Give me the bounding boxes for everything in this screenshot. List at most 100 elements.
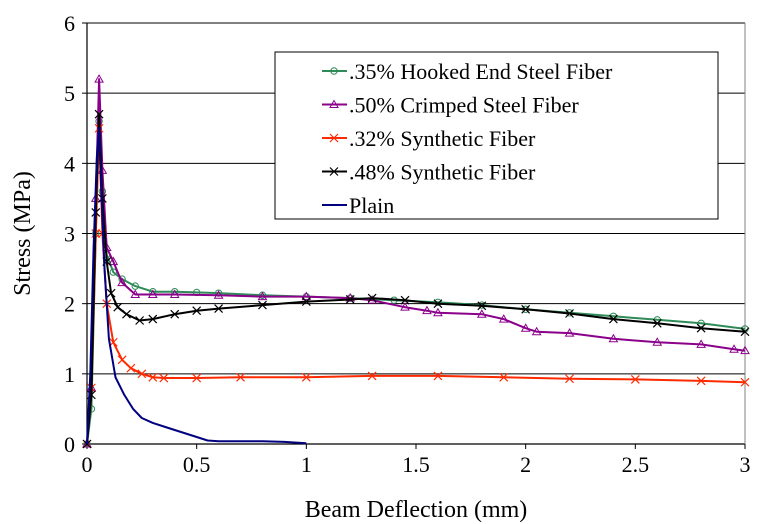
data-point	[434, 298, 442, 306]
legend-label: .48% Synthetic Fiber	[349, 160, 536, 185]
data-point	[740, 327, 750, 337]
legend: .35% Hooked End Steel Fiber .50% Crimped …	[274, 51, 719, 220]
x-axis-title: Beam Deflection (mm)	[305, 497, 528, 523]
data-point	[214, 289, 223, 297]
data-point	[94, 109, 104, 119]
x-tick-label: 2.5	[622, 452, 650, 477]
legend-label: Plain	[349, 193, 394, 218]
data-point	[498, 314, 509, 323]
y-tick-label: 4	[64, 151, 75, 176]
data-point	[740, 345, 750, 355]
x-tick-label: 0	[82, 452, 93, 477]
data-point	[367, 371, 377, 381]
data-point	[477, 301, 487, 311]
axes: 0 1 2 3 4 5 6 0 0.5 1 1.5 2 2.5 3	[64, 11, 751, 477]
y-tick-label: 6	[64, 11, 75, 36]
data-point	[106, 288, 116, 298]
y-tick-label: 5	[64, 81, 75, 106]
data-point	[696, 339, 706, 348]
data-point	[521, 304, 531, 314]
data-point	[400, 295, 410, 305]
legend-box	[274, 51, 719, 220]
data-point	[258, 300, 267, 310]
data-point	[148, 372, 158, 382]
data-point	[131, 282, 139, 290]
data-point	[135, 316, 145, 325]
data-point	[531, 326, 542, 336]
x-tick-label: 2	[520, 452, 531, 477]
series-line	[86, 127, 307, 445]
series-4	[86, 127, 307, 445]
data-point	[301, 291, 312, 301]
data-point	[652, 337, 663, 346]
data-point	[565, 374, 574, 384]
data-point	[148, 314, 158, 324]
data-point	[213, 290, 224, 299]
x-tick-label: 0.5	[183, 452, 211, 477]
series-line	[86, 78, 746, 445]
data-point	[137, 369, 147, 379]
data-point	[147, 289, 158, 299]
data-point	[696, 376, 706, 386]
x-tick-label: 1	[301, 452, 312, 477]
legend-entry: .50% Crimped Steel Fiber	[322, 93, 579, 118]
series-group	[82, 74, 750, 449]
data-point	[696, 323, 706, 333]
data-point	[476, 309, 487, 318]
y-tick-label: 0	[64, 432, 75, 457]
data-point	[170, 309, 180, 319]
data-point	[697, 319, 705, 328]
y-tick-label: 1	[64, 362, 75, 387]
legend-entry: .32% Synthetic Fiber	[322, 126, 536, 151]
data-point	[301, 297, 311, 306]
data-point	[400, 302, 410, 311]
data-point	[257, 291, 268, 301]
data-point	[159, 373, 169, 383]
data-point	[652, 318, 662, 328]
legend-label: .35% Hooked End Steel Fiber	[349, 59, 613, 84]
data-point	[608, 314, 618, 324]
data-point	[329, 167, 339, 176]
data-point	[433, 299, 443, 309]
y-axis-title: Stress (MPa)	[10, 171, 36, 296]
data-point	[433, 371, 443, 381]
series-3	[82, 109, 750, 449]
data-point	[330, 67, 338, 75]
data-point	[113, 302, 123, 312]
data-point	[192, 306, 202, 316]
data-point	[499, 372, 509, 382]
data-point	[192, 373, 202, 383]
data-point	[130, 289, 141, 299]
data-point	[422, 305, 432, 315]
data-point	[126, 363, 136, 373]
x-tick-label: 3	[740, 452, 751, 477]
data-point	[367, 293, 377, 303]
data-point	[169, 289, 180, 299]
data-point	[301, 372, 311, 382]
legend-entry: .35% Hooked End Steel Fiber	[322, 59, 613, 84]
data-point	[608, 333, 619, 343]
data-point	[565, 309, 574, 318]
data-point	[740, 377, 750, 387]
data-point	[109, 268, 118, 276]
y-tick-label: 2	[64, 292, 75, 317]
x-tick-label: 1.5	[402, 452, 430, 477]
data-point	[82, 438, 92, 448]
data-point	[329, 133, 339, 143]
legend-entry: .48% Synthetic Fiber	[322, 160, 536, 185]
legend-entry: Plain	[322, 193, 394, 218]
data-point	[345, 295, 355, 304]
data-point	[117, 277, 127, 287]
data-point	[94, 74, 104, 83]
y-tick-label: 3	[64, 222, 75, 247]
data-point	[214, 304, 224, 314]
legend-label: .50% Crimped Steel Fiber	[349, 93, 579, 118]
data-point	[729, 344, 739, 353]
data-point	[329, 99, 339, 108]
data-point	[520, 323, 531, 332]
data-point	[117, 355, 127, 365]
data-point	[108, 256, 119, 266]
data-point	[630, 375, 640, 384]
legend-label: .32% Synthetic Fiber	[349, 126, 536, 151]
